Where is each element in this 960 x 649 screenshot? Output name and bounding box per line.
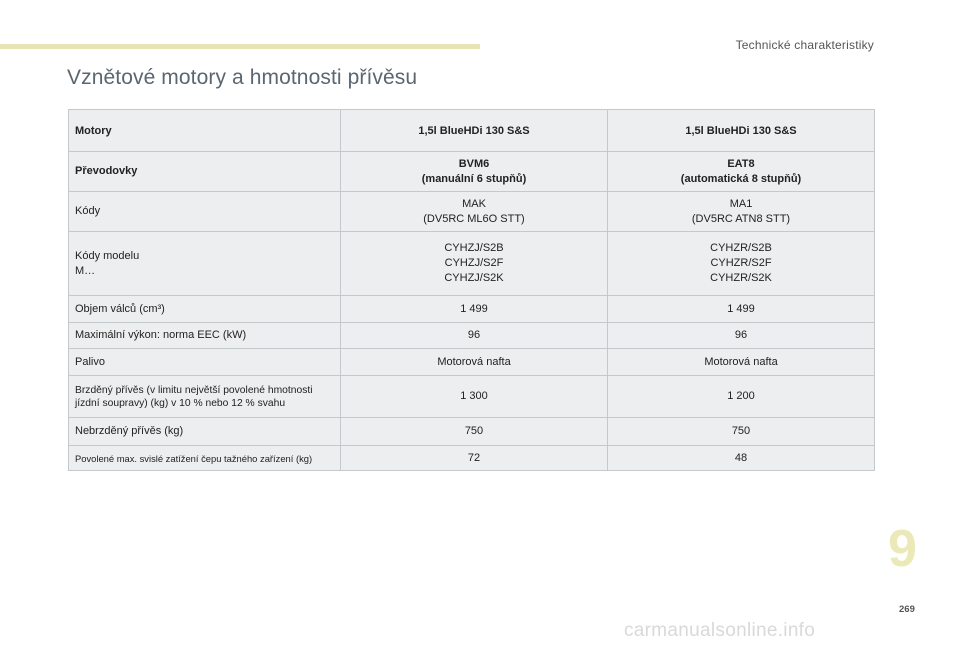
cell-line: CYHZR/S2B <box>710 242 772 254</box>
cell-line: CYHZR/S2F <box>710 257 772 269</box>
row-label-text: jízdní soupravy) (kg) v 10 % nebo 12 % s… <box>75 397 286 409</box>
row-label: Palivo <box>68 348 341 376</box>
row-value-col1: BVM6 (manuální 6 stupňů) <box>340 151 608 192</box>
header-cell-engine-2: 1,5l BlueHDi 130 S&S <box>607 109 875 152</box>
row-value-col1: 750 <box>340 417 608 446</box>
cell-line: Motorová nafta <box>704 355 778 368</box>
row-label: Kódy <box>68 191 341 232</box>
row-value-col2: 96 <box>607 322 875 349</box>
row-label-text: Převodovky <box>75 165 138 177</box>
cell-line: 1 499 <box>460 302 488 315</box>
row-label: Povolené max. svislé zatížení čepu tažné… <box>68 445 341 471</box>
cell-line: 72 <box>467 451 481 464</box>
header-cell-motory: Motory <box>68 109 341 152</box>
cell-line: CYHZJ/S2K <box>444 272 504 284</box>
row-value-col2: CYHZR/S2B CYHZR/S2F CYHZR/S2K <box>607 231 875 296</box>
row-value-col2: 750 <box>607 417 875 446</box>
row-label-text: Nebrzděný přívěs (kg) <box>75 425 184 437</box>
row-label-text: Palivo <box>75 355 105 368</box>
row-value-col1: MAK (DV5RC ML6O STT) <box>340 191 608 232</box>
cell-line: (manuální 6 stupňů) <box>421 172 527 185</box>
table-header-row: Motory 1,5l BlueHDi 130 S&S 1,5l BlueHDi… <box>68 109 875 152</box>
cell-line: CYHZJ/S2F <box>444 257 504 269</box>
cell-line: Motorová nafta <box>437 355 511 368</box>
chapter-number: 9 <box>888 520 917 578</box>
row-label-text: Kódy modelu <box>75 249 140 262</box>
row-value-col2: MA1 (DV5RC ATN8 STT) <box>607 191 875 232</box>
table-row: Objem válců (cm³) 1 499 1 499 <box>68 295 875 323</box>
cell-line: 750 <box>464 425 484 437</box>
row-value-col1: 1 300 <box>340 375 608 418</box>
cell-line: MA1 <box>729 197 753 210</box>
table-row: Brzděný přívěs (v limitu největší povole… <box>68 375 875 418</box>
row-value-col2: 48 <box>607 445 875 471</box>
row-label: Kódy modelu M… <box>68 231 341 296</box>
row-label: Maximální výkon: norma EEC (kW) <box>68 322 341 349</box>
row-label: Převodovky <box>68 151 341 192</box>
table-row: Nebrzděný přívěs (kg) 750 750 <box>68 417 875 446</box>
page-title: Vznětové motory a hmotnosti přívěsu <box>67 66 418 89</box>
row-value-col1: 96 <box>340 322 608 349</box>
cell-line: 48 <box>734 451 748 464</box>
header-cell-engine-1: 1,5l BlueHDi 130 S&S <box>340 109 608 152</box>
row-label-text: Maximální výkon: norma EEC (kW) <box>75 329 247 341</box>
cell-line: BVM6 <box>458 157 490 170</box>
table-row: Palivo Motorová nafta Motorová nafta <box>68 348 875 376</box>
row-value-col2: Motorová nafta <box>607 348 875 376</box>
cell-line: EAT8 <box>727 157 755 170</box>
table-row: Kódy MAK (DV5RC ML6O STT) MA1 (DV5RC ATN8 … <box>68 191 875 232</box>
row-label-text: Povolené max. svislé zatížení čepu tažné… <box>75 452 313 464</box>
table-row: Maximální výkon: norma EEC (kW) 96 96 <box>68 322 875 349</box>
cell-line: CYHZJ/S2B <box>444 242 504 254</box>
row-value-col1: 1 499 <box>340 295 608 323</box>
row-value-col2: 1 200 <box>607 375 875 418</box>
row-label-text: Kódy <box>75 205 101 217</box>
cell-line: 96 <box>734 329 748 341</box>
cell-line: 750 <box>731 425 751 437</box>
row-label-text: Objem válců (cm³) <box>75 302 165 315</box>
cell-line: 96 <box>467 329 481 341</box>
cell-line: (automatická 8 stupňů) <box>680 172 802 185</box>
section-label: Technické charakteristiky <box>735 38 874 52</box>
cell-line: CYHZR/S2K <box>710 272 772 284</box>
row-label: Brzděný přívěs (v limitu největší povole… <box>68 375 341 418</box>
row-value-col2: EAT8 (automatická 8 stupňů) <box>607 151 875 192</box>
cell-line: (DV5RC ATN8 STT) <box>691 212 791 225</box>
header-accent-bar <box>0 44 480 49</box>
table-row: Povolené max. svislé zatížení čepu tažné… <box>68 445 875 471</box>
cell-line: 1 200 <box>727 390 755 402</box>
row-label: Objem válců (cm³) <box>68 295 341 323</box>
page-number: 269 <box>899 604 915 615</box>
row-label: Nebrzděný přívěs (kg) <box>68 417 341 446</box>
engine-spec-table: Motory 1,5l BlueHDi 130 S&S 1,5l BlueHDi… <box>68 109 875 471</box>
row-value-col1: CYHZJ/S2B CYHZJ/S2F CYHZJ/S2K <box>340 231 608 296</box>
cell-line: 1 300 <box>460 390 488 402</box>
row-value-col2: 1 499 <box>607 295 875 323</box>
table-row: Kódy modelu M… CYHZJ/S2B CYHZJ/S2F CYHZJ/S2… <box>68 231 875 296</box>
cell-line: MAK <box>462 197 486 210</box>
row-label-text: Brzděný přívěs (v limitu největší povole… <box>75 384 313 396</box>
row-value-col1: 72 <box>340 445 608 471</box>
cell-line: (DV5RC ML6O STT) <box>423 212 525 225</box>
table-row: Převodovky BVM6 (manuální 6 stupňů) EAT8 (… <box>68 151 875 192</box>
cell-line: 1 499 <box>727 302 755 315</box>
row-label-text: M… <box>75 264 96 277</box>
row-value-col1: Motorová nafta <box>340 348 608 376</box>
watermark: carmanualsonline.info <box>624 620 816 641</box>
